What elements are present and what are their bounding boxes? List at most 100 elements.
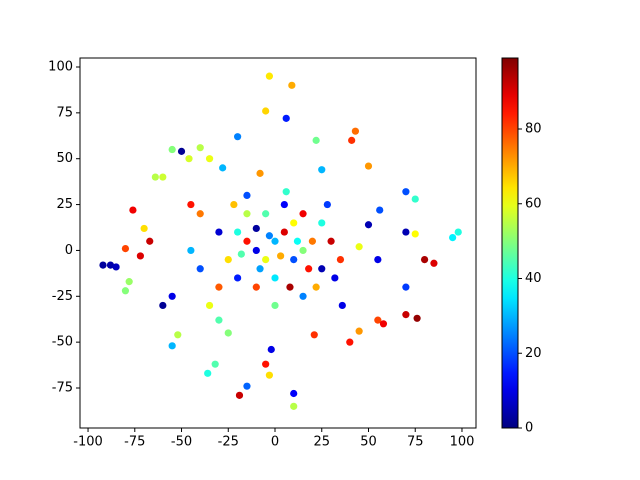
point (243, 210, 251, 218)
point (318, 219, 326, 227)
point (262, 210, 270, 218)
point (348, 136, 356, 144)
point (374, 316, 382, 324)
point (336, 256, 345, 264)
point (168, 342, 176, 350)
point (215, 316, 223, 324)
point (177, 147, 186, 155)
point (282, 188, 290, 196)
point (299, 246, 307, 255)
point (308, 237, 317, 245)
y-tick-label: -25 (52, 289, 73, 304)
point (265, 232, 273, 240)
point (262, 107, 270, 115)
x-tick-label: 75 (407, 435, 424, 450)
colorbar-tick-label: 80 (525, 122, 542, 137)
y-tick-label: -75 (52, 381, 73, 396)
point (331, 274, 339, 282)
point (146, 237, 154, 245)
x-tick-label: 25 (313, 435, 330, 450)
point (402, 228, 410, 236)
point (187, 246, 195, 255)
point (430, 259, 438, 267)
point (252, 246, 260, 255)
point (125, 278, 133, 286)
y-tick-label: -50 (52, 335, 73, 350)
point (234, 133, 242, 141)
x-tick-label: 50 (360, 435, 377, 450)
point (282, 114, 290, 122)
point (271, 274, 279, 282)
point (379, 320, 388, 328)
point (265, 371, 273, 379)
axes-frame (79, 57, 477, 429)
point (159, 301, 167, 310)
point (168, 145, 176, 154)
point (205, 301, 214, 310)
point (230, 200, 238, 209)
x-tick-label: -50 (171, 435, 192, 450)
point (327, 237, 335, 245)
point (355, 243, 363, 251)
point (290, 402, 298, 410)
x-tick-label: 0 (271, 435, 279, 450)
point (271, 237, 279, 245)
x-tick-label: -100 (73, 435, 103, 450)
point (243, 191, 251, 199)
point (174, 331, 182, 339)
point (299, 292, 307, 300)
point (454, 228, 462, 236)
y-tick-label: 100 (48, 59, 73, 74)
point (185, 155, 193, 163)
point (420, 256, 429, 264)
point (196, 210, 204, 218)
point (237, 250, 245, 258)
point (121, 244, 130, 253)
colorbar-tick-label: 0 (525, 421, 533, 436)
point (256, 169, 264, 177)
point (411, 230, 419, 238)
point (168, 292, 176, 300)
point (277, 252, 285, 260)
point (136, 252, 144, 260)
point (293, 237, 302, 245)
point (413, 314, 421, 322)
point (411, 195, 419, 203)
colorbar-tick-label: 40 (525, 271, 542, 286)
point (215, 283, 223, 291)
y-tick-label: 50 (56, 151, 73, 166)
point (219, 164, 227, 172)
point (215, 228, 223, 236)
point (374, 256, 382, 264)
point (234, 274, 242, 282)
point (346, 338, 354, 346)
y-tick-label: 0 (65, 243, 73, 258)
point (106, 261, 115, 269)
point (280, 228, 288, 236)
point (262, 360, 270, 368)
point (402, 283, 410, 291)
x-tick-label: -25 (218, 435, 239, 450)
point (305, 265, 313, 273)
point (252, 283, 260, 291)
point (280, 200, 288, 209)
point (299, 210, 307, 218)
point (252, 224, 260, 233)
point (121, 287, 130, 295)
point (243, 382, 251, 390)
colorbar-tick-label: 20 (525, 346, 542, 361)
point (323, 200, 331, 209)
point (290, 256, 298, 264)
point (449, 233, 457, 242)
point (129, 206, 137, 214)
point (243, 237, 251, 245)
point (402, 311, 410, 319)
point (312, 136, 320, 144)
point (204, 369, 212, 377)
point (290, 219, 298, 227)
point (376, 206, 384, 214)
y-tick-label: 25 (56, 197, 73, 212)
point (286, 283, 294, 291)
point (351, 127, 360, 135)
point (256, 265, 264, 273)
